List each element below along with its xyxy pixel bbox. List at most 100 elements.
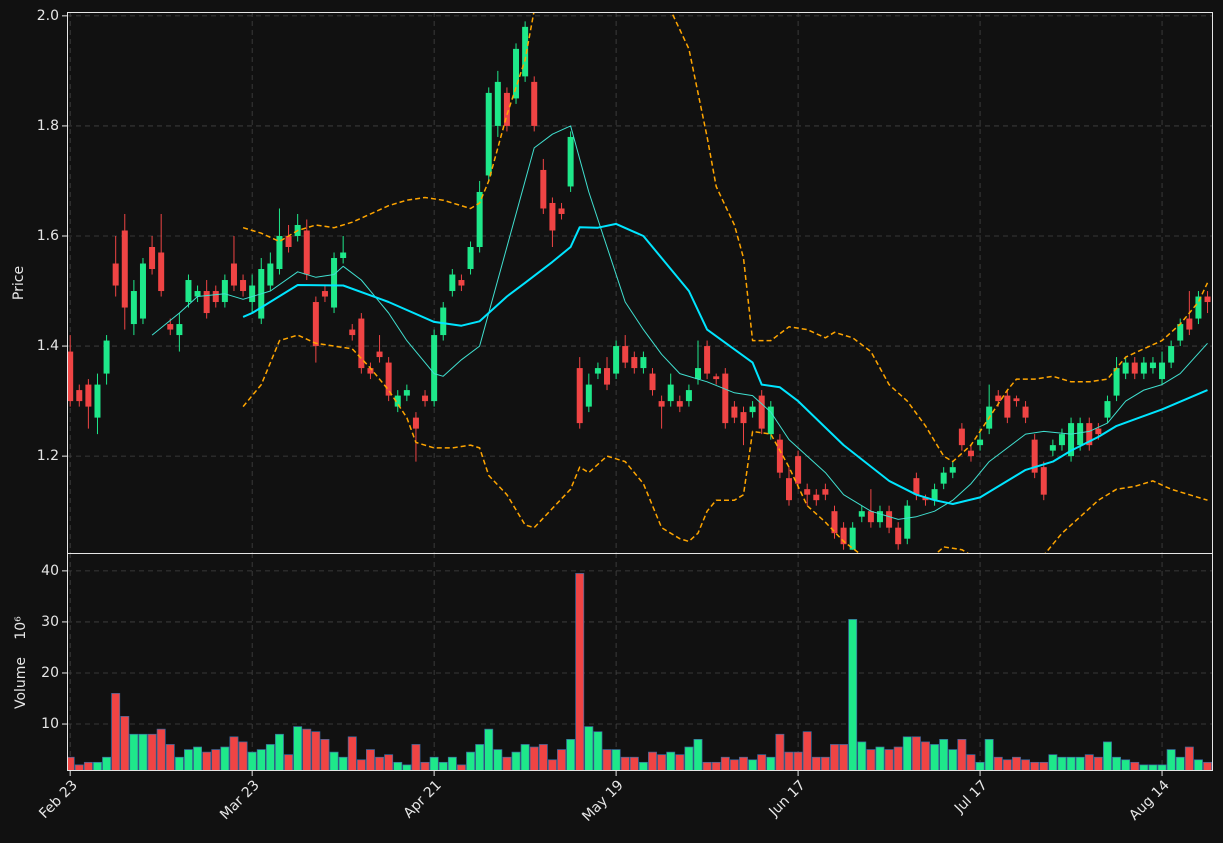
candle-body xyxy=(167,324,174,330)
price-axis-label: Price xyxy=(11,266,27,300)
volume-bar xyxy=(265,744,275,771)
volume-bar xyxy=(329,751,339,771)
volume-bar xyxy=(538,744,548,771)
candle-body xyxy=(230,263,237,286)
candle-body xyxy=(513,48,520,99)
volume-bar xyxy=(375,756,384,771)
volume-bar xyxy=(820,756,830,771)
volume-bar xyxy=(893,746,903,771)
candle-body xyxy=(904,505,911,539)
overlay-line xyxy=(242,12,1209,463)
candle-body xyxy=(1186,318,1193,330)
volume-bar xyxy=(757,754,767,771)
y-tick-label: 30 xyxy=(41,614,59,630)
volume-bar xyxy=(1021,759,1031,771)
candle-body xyxy=(776,439,783,473)
candle-body xyxy=(613,346,620,374)
volume-bar xyxy=(83,761,93,771)
candle-body xyxy=(1086,423,1093,446)
volume-bar xyxy=(648,751,657,771)
volume-panel xyxy=(67,573,1212,771)
candle-body xyxy=(1149,362,1156,369)
volume-bar xyxy=(775,733,785,771)
candle-body xyxy=(149,247,156,270)
volume-bar xyxy=(520,744,530,771)
candle-body xyxy=(139,263,146,319)
volume-bar xyxy=(966,754,976,771)
volume-bar xyxy=(584,726,594,771)
candle-body xyxy=(758,395,765,429)
candle-body xyxy=(549,202,556,231)
volume-bar xyxy=(229,736,239,771)
volume-bar xyxy=(866,749,876,771)
candle-body xyxy=(767,406,774,435)
volume-bar xyxy=(884,749,894,771)
candle-body xyxy=(85,384,92,407)
volume-bar xyxy=(1048,754,1058,771)
candle-body xyxy=(858,511,865,517)
candle-body xyxy=(1031,439,1038,473)
volume-bar xyxy=(93,761,102,771)
candle-body xyxy=(476,191,483,248)
volume-bar xyxy=(657,754,667,771)
candle-body xyxy=(94,384,101,418)
y-tick-label: 2.0 xyxy=(37,8,59,24)
volume-bar xyxy=(811,756,821,771)
volume-bar xyxy=(1039,761,1049,771)
candle-body xyxy=(704,346,711,374)
candle-body xyxy=(831,511,838,534)
candle-body xyxy=(540,169,547,209)
candle-body xyxy=(913,478,920,495)
volume-bar xyxy=(302,728,312,771)
volume-bar xyxy=(220,746,230,771)
volume-bar xyxy=(1030,761,1040,771)
candle-body xyxy=(949,467,956,473)
volume-bar xyxy=(1130,761,1140,771)
candle-body xyxy=(1004,395,1011,418)
candle-body xyxy=(185,280,192,303)
volume-bar xyxy=(1057,756,1067,771)
volume-bar xyxy=(666,751,676,771)
candle-body xyxy=(722,373,729,424)
candle-body xyxy=(376,351,383,358)
candle-body xyxy=(922,497,929,501)
volume-bar xyxy=(902,736,912,771)
candle-body xyxy=(303,230,310,275)
candle-body xyxy=(1131,362,1138,374)
candle-body xyxy=(876,511,883,523)
volume-bar xyxy=(684,746,694,771)
y-tick-label: 1.2 xyxy=(37,448,59,464)
candle-body xyxy=(121,230,128,308)
candle-body xyxy=(340,252,347,259)
volume-bar xyxy=(429,756,439,771)
volume-bar xyxy=(566,738,576,771)
overlay-line xyxy=(151,125,1208,520)
volume-bar xyxy=(802,731,812,771)
volume-bar xyxy=(1193,759,1203,771)
candle-body xyxy=(1204,296,1211,303)
volume-bar xyxy=(238,741,248,771)
candle-body xyxy=(886,511,893,528)
volume-bar xyxy=(447,756,457,771)
candle-body xyxy=(103,340,110,374)
volume-bar xyxy=(1175,756,1185,771)
candle-body xyxy=(1040,467,1047,495)
candle-body xyxy=(1013,398,1020,402)
volume-bar xyxy=(1066,756,1076,771)
candle-body xyxy=(285,235,292,248)
candle-body xyxy=(622,346,629,363)
overlay-line xyxy=(242,334,1208,553)
candle-body xyxy=(240,280,247,292)
volume-bar xyxy=(957,738,967,771)
candle-body xyxy=(849,527,856,550)
volume-bar xyxy=(275,733,284,771)
volume-bar xyxy=(529,746,539,771)
volume-bar xyxy=(1184,746,1194,771)
volume-bar xyxy=(839,744,849,771)
candle-body xyxy=(995,395,1002,402)
volume-bar xyxy=(1203,761,1212,771)
volume-bar xyxy=(293,726,303,771)
volume-bar xyxy=(493,749,503,771)
candle-body xyxy=(203,291,210,314)
